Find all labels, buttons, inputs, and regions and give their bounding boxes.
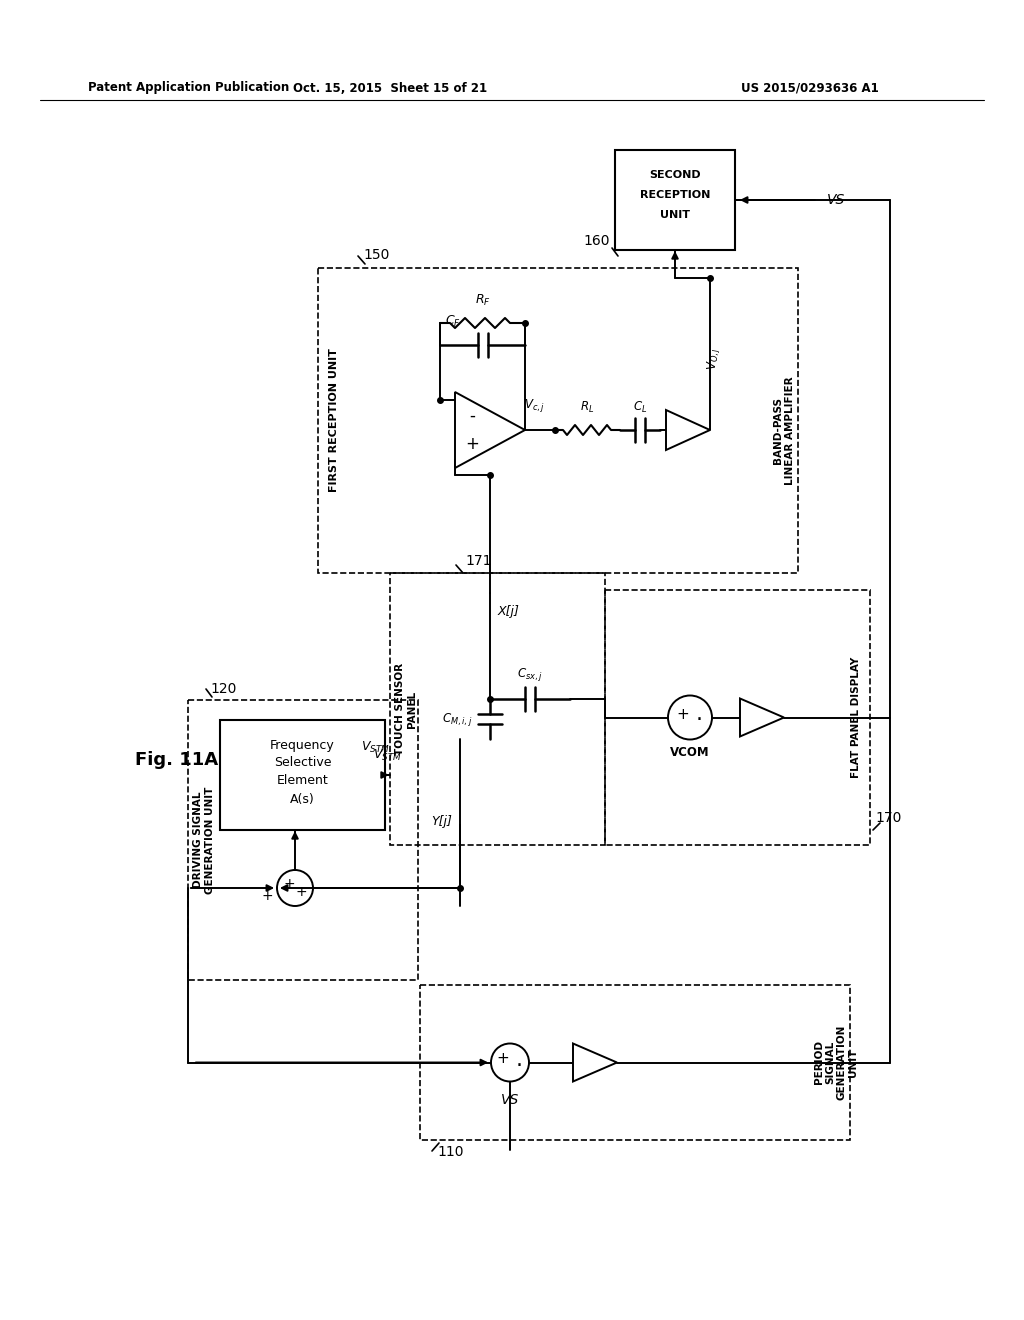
Bar	[615, 150, 735, 249]
Text: Frequency: Frequency	[270, 738, 335, 751]
Text: $C_{M,i,j}$: $C_{M,i,j}$	[441, 710, 472, 727]
Text: 120: 120	[210, 682, 237, 696]
Bar	[390, 573, 605, 845]
Text: $V_{STM}$: $V_{STM}$	[360, 741, 389, 755]
Text: +: +	[465, 436, 479, 453]
Text: A(s): A(s)	[290, 792, 314, 805]
Text: +: +	[284, 876, 295, 891]
Text: VS: VS	[501, 1093, 519, 1107]
Text: PERIOD
SIGNAL
GENERATION
UNIT: PERIOD SIGNAL GENERATION UNIT	[814, 1024, 858, 1100]
Bar	[605, 590, 870, 845]
Text: Oct. 15, 2015  Sheet 15 of 21: Oct. 15, 2015 Sheet 15 of 21	[293, 82, 487, 95]
Text: Selective: Selective	[273, 756, 331, 770]
Polygon shape	[666, 411, 710, 450]
Text: $V_{O,j}$: $V_{O,j}$	[705, 347, 722, 370]
Circle shape	[278, 870, 313, 906]
Text: Patent Application Publication: Patent Application Publication	[88, 82, 289, 95]
Text: $C_F$: $C_F$	[445, 314, 461, 329]
Text: Fig. 11A: Fig. 11A	[135, 751, 218, 770]
Text: DRIVING SIGNAL
GENERATION UNIT: DRIVING SIGNAL GENERATION UNIT	[194, 787, 215, 894]
Text: +: +	[677, 708, 689, 722]
Text: SECOND: SECOND	[649, 170, 700, 180]
Text: BAND-PASS
LINEAR AMPLIFIER: BAND-PASS LINEAR AMPLIFIER	[773, 376, 795, 484]
Text: TOUCH SENSOR
PANEL: TOUCH SENSOR PANEL	[395, 663, 417, 755]
Text: $R_L$: $R_L$	[581, 400, 595, 414]
Text: RECEPTION: RECEPTION	[640, 190, 711, 201]
Bar	[318, 268, 798, 573]
Text: FIRST RECEPTION UNIT: FIRST RECEPTION UNIT	[329, 348, 339, 492]
Text: Y[j]: Y[j]	[431, 814, 452, 828]
Text: $V_{c,j}$: $V_{c,j}$	[524, 397, 545, 414]
Text: 171: 171	[465, 554, 492, 568]
Text: $V_{STM}$: $V_{STM}$	[373, 748, 401, 763]
Text: $C_{sx,j}$: $C_{sx,j}$	[517, 667, 543, 682]
Text: VCOM: VCOM	[670, 746, 710, 759]
Polygon shape	[455, 392, 525, 469]
Text: Element: Element	[276, 775, 329, 788]
Text: +: +	[261, 888, 272, 903]
Text: $R_F$: $R_F$	[474, 293, 490, 308]
Text: ·: ·	[695, 710, 702, 730]
Text: US 2015/0293636 A1: US 2015/0293636 A1	[741, 82, 879, 95]
Text: 160: 160	[584, 234, 610, 248]
Bar	[420, 985, 850, 1140]
Text: -: -	[469, 407, 475, 425]
Bar	[220, 719, 385, 830]
Text: 150: 150	[362, 248, 389, 261]
Circle shape	[490, 1044, 529, 1081]
Polygon shape	[740, 698, 784, 737]
Text: UNIT: UNIT	[660, 210, 690, 220]
Text: VS: VS	[827, 193, 845, 207]
Text: 110: 110	[437, 1144, 464, 1159]
Text: ·: ·	[515, 1056, 522, 1077]
Text: FLAT PANEL DISPLAY: FLAT PANEL DISPLAY	[851, 657, 861, 777]
Text: 170: 170	[874, 810, 901, 825]
Polygon shape	[573, 1044, 617, 1081]
Text: X[j]: X[j]	[498, 605, 520, 618]
Text: $C_L$: $C_L$	[633, 400, 647, 414]
Bar	[188, 700, 418, 979]
Circle shape	[668, 696, 712, 739]
Text: +: +	[497, 1051, 509, 1067]
Text: +: +	[295, 884, 307, 899]
